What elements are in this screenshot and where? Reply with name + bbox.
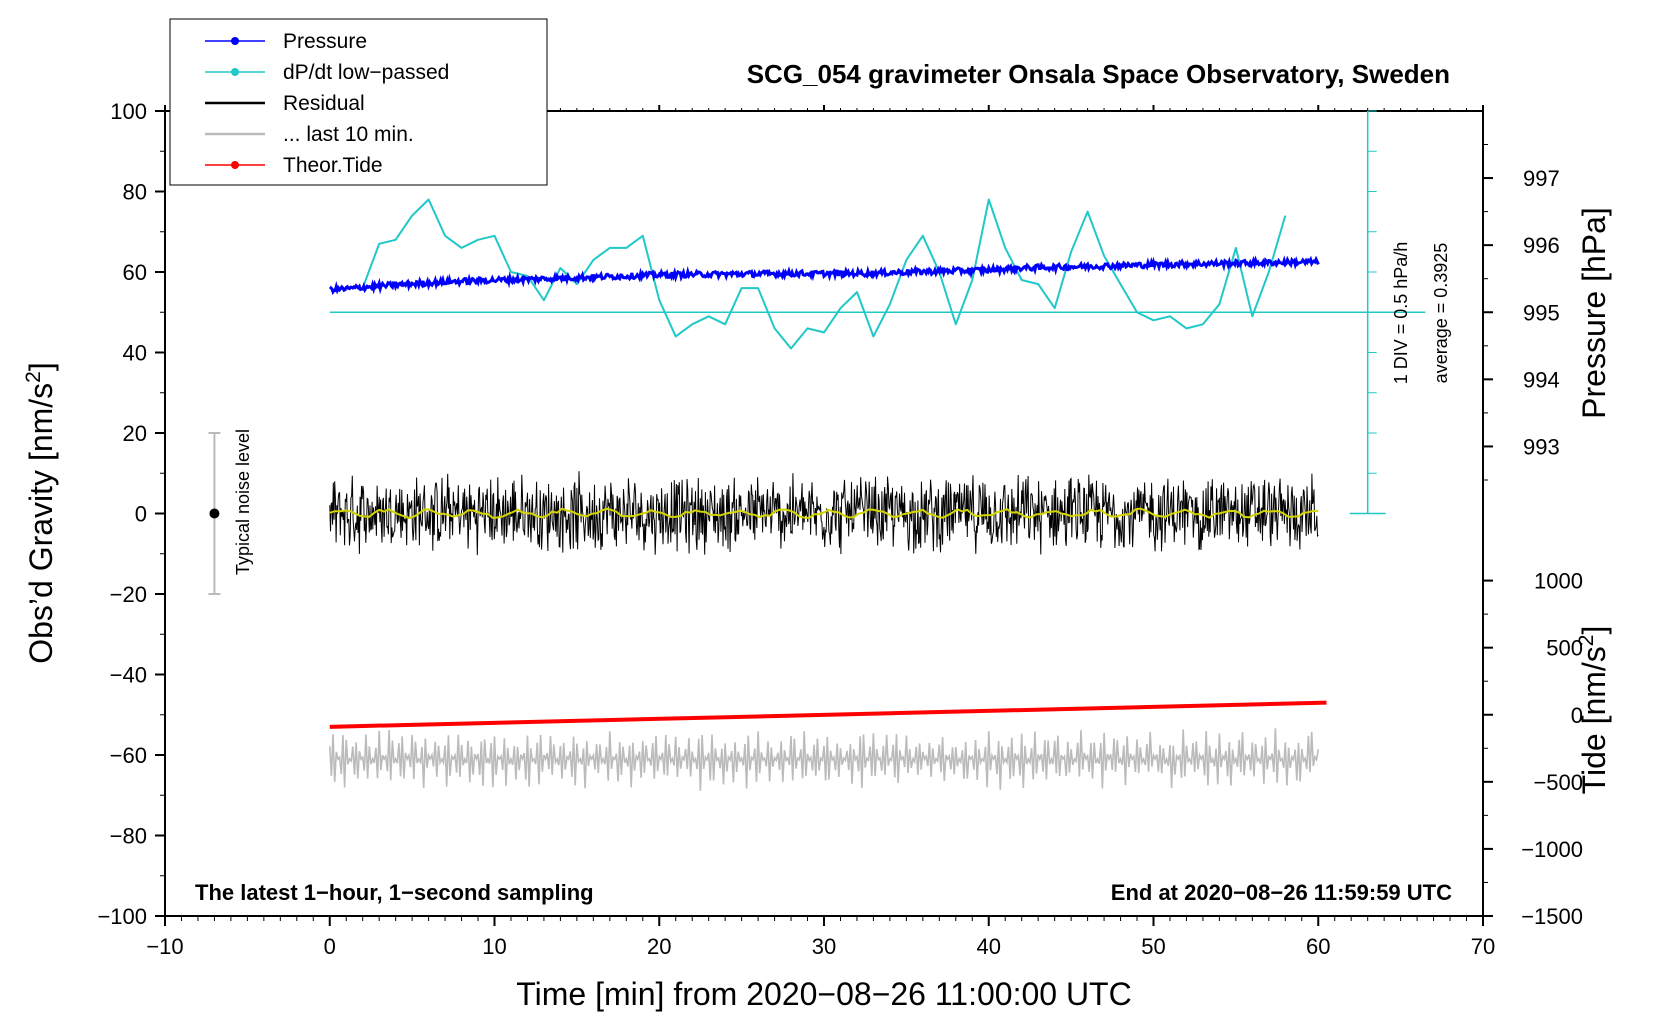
dpdt-curve xyxy=(361,198,1287,350)
series-dpdt xyxy=(361,198,1287,350)
x-tick-label: 10 xyxy=(482,934,506,959)
y-axis-title: Obs’d Gravity [nm/s2] xyxy=(22,362,59,664)
legend-label: ... last 10 min. xyxy=(283,123,414,146)
legend-label: dP/dt low−passed xyxy=(283,61,449,84)
x-tick-label: 70 xyxy=(1471,934,1495,959)
note-sampling: The latest 1−hour, 1−second sampling xyxy=(195,880,594,905)
tide-axis-title: Tide [nm/s2] xyxy=(1575,626,1612,795)
y-tick-label: −100 xyxy=(97,904,147,929)
legend-marker xyxy=(231,161,239,169)
chart-title: SCG_054 gravimeter Onsala Space Observat… xyxy=(747,59,1450,89)
tide-tick-label: −1500 xyxy=(1521,904,1583,929)
pressure-axis-title: Pressure [hPa] xyxy=(1576,207,1612,419)
tide-tick-label: 1000 xyxy=(1534,569,1583,594)
y-tick-label: −40 xyxy=(110,663,147,688)
pressure-tick-label: 996 xyxy=(1523,233,1560,258)
dpdt-average-label: average = 0.3925 xyxy=(1431,243,1451,384)
series-pressure xyxy=(328,255,1320,296)
tide-tick-label: 0 xyxy=(1571,703,1583,728)
residual-trace xyxy=(329,471,1319,556)
y-tick-label: −20 xyxy=(110,582,147,607)
y-tick-label: 80 xyxy=(123,180,147,205)
series-residual xyxy=(329,471,1319,556)
x-tick-label: −10 xyxy=(146,934,183,959)
tide-line xyxy=(329,700,1327,729)
pressure-tick-label: 993 xyxy=(1523,434,1560,459)
dpdt-scale xyxy=(329,110,1426,515)
legend: Pressure dP/dt low−passed Residual ... last… xyxy=(169,18,548,186)
note-end-time: End at 2020−08−26 11:59:59 UTC xyxy=(1111,880,1452,905)
y-tick-label: 0 xyxy=(135,502,147,527)
y-tick-label: 60 xyxy=(123,260,147,285)
x-tick-label: 20 xyxy=(647,934,671,959)
legend-label: Residual xyxy=(283,92,365,115)
legend-marker xyxy=(231,37,239,45)
dpdt-div-label: 1 DIV = 0.5 hPa/h xyxy=(1391,242,1411,385)
x-axis-ticks: −10 0 10 20 30 40 50 60 70 xyxy=(146,105,1495,959)
series-tide xyxy=(329,700,1327,729)
pressure-tick-label: 997 xyxy=(1523,166,1560,191)
noise-level-bar xyxy=(208,432,221,595)
y-tick-label: 40 xyxy=(123,341,147,366)
x-tick-label: 50 xyxy=(1141,934,1165,959)
pressure-axis-ticks: 993 994 995 996 997 xyxy=(1483,144,1560,481)
noise-bar-center-dot xyxy=(209,508,220,519)
series-layer xyxy=(328,198,1327,791)
y-tick-label: −80 xyxy=(110,824,147,849)
pressure-tick-label: 995 xyxy=(1523,300,1560,325)
noise-level-label: Typical noise level xyxy=(233,429,253,575)
tide-tick-label: 500 xyxy=(1546,636,1583,661)
y-tick-label: 100 xyxy=(110,99,147,124)
residual-smoothed xyxy=(329,507,1319,520)
x-tick-label: 40 xyxy=(977,934,1001,959)
y-tick-label: 20 xyxy=(123,421,147,446)
legend-marker xyxy=(231,68,239,76)
pressure-trace xyxy=(328,255,1320,296)
tide-tick-label: −500 xyxy=(1533,770,1583,795)
legend-label: Pressure xyxy=(283,30,367,53)
x-tick-label: 30 xyxy=(812,934,836,959)
legend-label: Theor.Tide xyxy=(283,154,383,177)
pressure-tick-label: 994 xyxy=(1523,367,1560,392)
series-last10 xyxy=(329,728,1320,791)
x-tick-label: 60 xyxy=(1306,934,1330,959)
last10-trace xyxy=(329,728,1320,791)
tide-tick-label: −1000 xyxy=(1521,837,1583,862)
y-tick-label: −60 xyxy=(110,743,147,768)
x-axis-title: Time [min] from 2020−08−26 11:00:00 UTC xyxy=(516,976,1131,1012)
tide-axis-ticks: −1500 −1000 −500 0 500 1000 xyxy=(1483,569,1583,929)
x-tick-label: 0 xyxy=(324,934,336,959)
y-axis-ticks: −100 −80 −60 −40 −20 0 20 40 60 80 100 xyxy=(97,99,165,929)
